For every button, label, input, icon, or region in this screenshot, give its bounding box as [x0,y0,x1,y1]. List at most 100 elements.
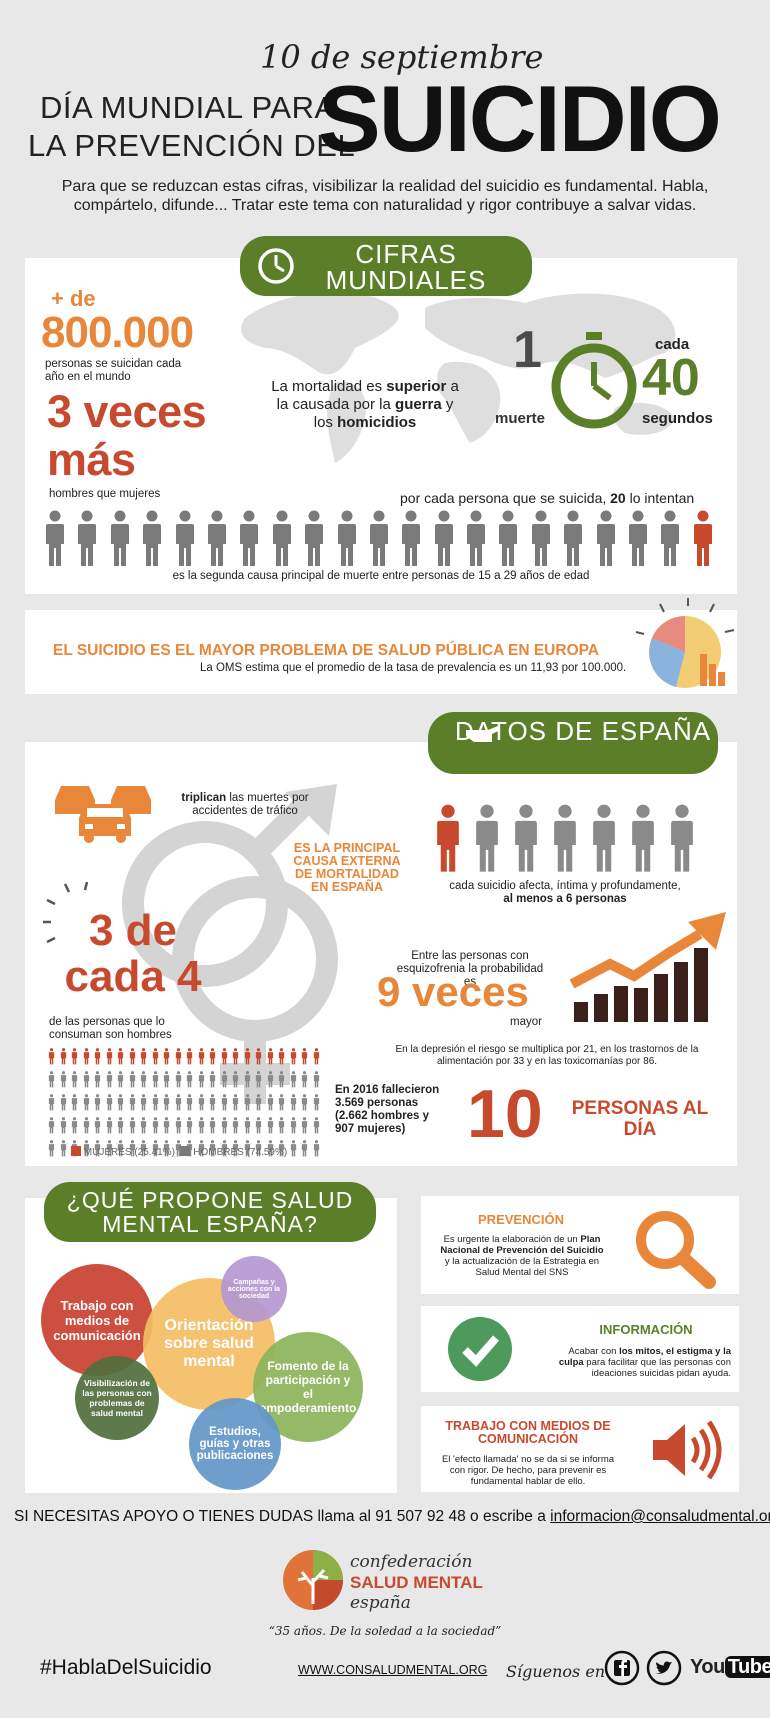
attempts-text: por cada persona que se suicida, 20 lo i… [400,490,695,506]
title-line1: DÍA MUNDIAL PARA [40,90,336,125]
person-icon-attempt [628,510,648,568]
person-icon-hombre [266,1117,275,1134]
person-icon-hombre [116,1117,125,1134]
person-icon-hombre [254,1140,263,1157]
person-icon-mujer [254,1048,263,1065]
person-icon-hombre [139,1117,148,1134]
person-icon-hombre [266,1094,275,1111]
europe-headline: EL SUICIDIO ES EL MAYOR PROBLEMA DE SALU… [53,642,600,659]
pill-cifras-mundiales: CIFRAS MUNDIALES [240,236,532,296]
person-icon-hombre [59,1071,68,1088]
person-icon-hombre [208,1071,217,1088]
pie-chart-icon [635,598,735,688]
person-icon-affected [591,804,617,874]
person-icon-hombre [243,1071,252,1088]
person-icon-hombre [300,1094,309,1111]
principal-causa-text: ES LA PRINCIPAL CAUSA EXTERNA DE MORTALI… [293,841,401,894]
person-icon-hombre [70,1071,79,1088]
person-icon-hombre [312,1117,321,1134]
intro-text: Para que se reduzcan estas cifras, visib… [61,178,709,214]
person-icon-hombre [105,1140,114,1157]
person-icon-mujer [197,1048,206,1065]
world-panel: + de 800.000 personas se suicidan cada a… [25,258,737,594]
hashtag[interactable]: #HablaDelSuicidio [40,1656,212,1679]
second-cause-text: es la segunda causa principal de muerte … [172,570,590,582]
person-icon-hombre [47,1094,56,1111]
person-icon-hombre [254,1117,263,1134]
person-icon-hombre [47,1140,56,1157]
person-icon-hombre [266,1140,275,1157]
per-day-label: PERSONAS AL DÍA [571,1098,709,1140]
motto: “35 años. De la soledad a la sociedad” [268,1624,502,1638]
europe-sub: La OMS estima que el promedio de la tasa… [200,662,627,674]
prevencion-text: Es urgente la elaboración de un Plan Nac… [440,1234,604,1278]
salud-mental-logo-icon [283,1550,343,1610]
three-caption: de las personas que lo consuman son homb… [49,1016,172,1041]
person-icon-hombre [174,1140,183,1157]
person-icon-mujer [139,1048,148,1065]
person-icon-hombre [243,1117,252,1134]
person-icon-mujer [312,1048,321,1065]
phone-link[interactable]: 91 507 92 48 [375,1508,466,1525]
plus-de-label: + de [51,286,96,311]
bubble-campanas: Campañas y acciones con la sociedad [221,1256,287,1322]
contact-line: SI NECESITAS APOYO O TIENES DUDAS llama … [14,1508,770,1526]
bubble-estudios: Estudios, guías y otras publicaciones [189,1398,281,1490]
person-icon-hombre [116,1140,125,1157]
person-icon-hombre [185,1117,194,1134]
mayor-label: mayor [510,1016,542,1028]
person-icon-hombre [174,1071,183,1088]
facebook-icon[interactable] [604,1650,640,1686]
person-icon-hombre [151,1071,160,1088]
person-icon-hombre [82,1140,91,1157]
person-icon-hombre [128,1094,137,1111]
person-icon-hombre [300,1140,309,1157]
person-icon-hombre [289,1071,298,1088]
person-icon-hombre [220,1117,229,1134]
youtube-icon[interactable]: You Tube [690,1656,770,1679]
person-icon-hombre [59,1140,68,1157]
twitter-icon[interactable] [646,1650,682,1686]
rising-chart-icon [570,912,726,1022]
person-icon-affected [552,804,578,874]
person-icon-attempt [369,510,389,568]
cada-label: cada [655,336,690,353]
person-icon-affected [513,804,539,874]
person-icon-mujer [116,1048,125,1065]
person-icon-hombre [220,1071,229,1088]
person-icon-mujer [59,1048,68,1065]
logo-line1: confederación [350,1552,473,1572]
people-row-world [45,510,735,573]
medios-title: TRABAJO CON MEDIOS DE COMUNICACIÓN [445,1419,611,1446]
person-icon-hombre [162,1071,171,1088]
person-icon-hombre [277,1117,286,1134]
segundos-label: segundos [642,410,713,427]
person-icon-attempt [110,510,130,568]
person-icon-hombre [116,1071,125,1088]
person-icon-hombre [70,1094,79,1111]
person-icon-hombre [243,1094,252,1111]
person-icon-mujer [231,1048,240,1065]
card-medios: TRABAJO CON MEDIOS DE COMUNICACIÓN El 'e… [421,1406,739,1492]
schizo-text: Entre las personas con esquizofrenia la … [396,950,544,988]
person-icon-hombre [151,1094,160,1111]
siguenos-label: Síguenos en [506,1662,606,1681]
date-title: 10 de septiembre [260,38,544,76]
speaker-icon [653,1420,722,1480]
person-icon-mujer [82,1048,91,1065]
person-icon-mujer [185,1048,194,1065]
person-icon-hombre [231,1117,240,1134]
website-link[interactable]: WWW.CONSALUDMENTAL.ORG [298,1663,488,1677]
person-icon-hombre [220,1140,229,1157]
person-icon-mujer [70,1048,79,1065]
person-icon-hombre [254,1094,263,1111]
person-icon-mujer [277,1048,286,1065]
person-icon-hombre [128,1117,137,1134]
person-icon-hombre [139,1071,148,1088]
email-link[interactable]: informacion@consaludmental.org [550,1508,770,1525]
person-icon-mujer [174,1048,183,1065]
person-icon-hombre [93,1117,102,1134]
person-icon-attempt [596,510,616,568]
person-icon-hombre [59,1094,68,1111]
person-icon-hombre [116,1094,125,1111]
